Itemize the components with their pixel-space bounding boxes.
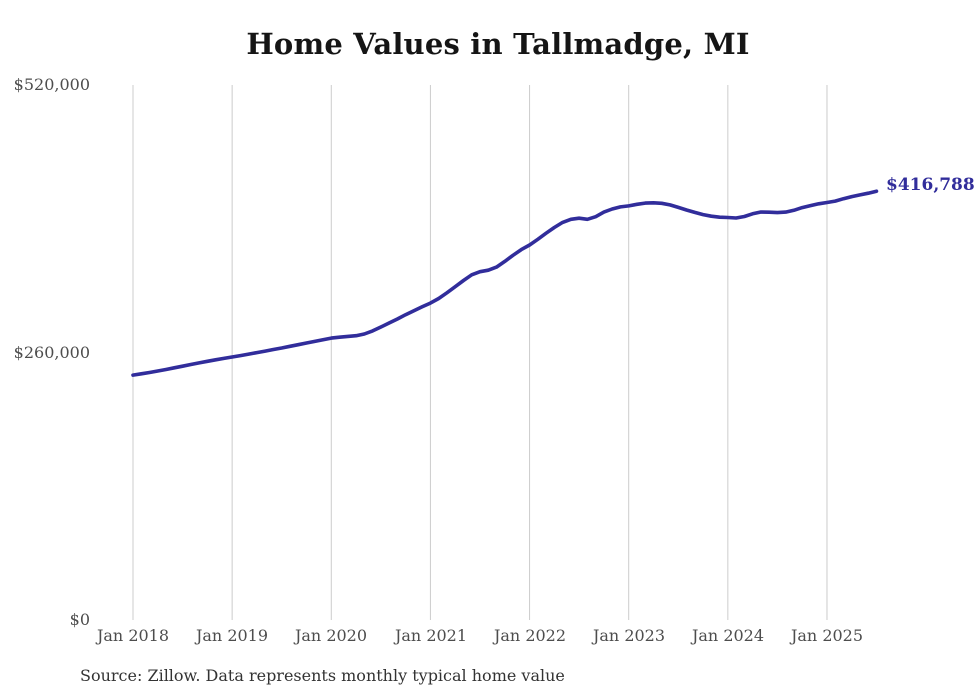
x-axis-tick-jan-2022: Jan 2022 [493, 626, 567, 645]
y-axis-tick-0: $0 [69, 610, 90, 629]
x-axis-tick-jan-2018: Jan 2018 [96, 626, 170, 645]
y-axis-tick-260000: $260,000 [13, 343, 90, 362]
latest-value-label: $416,788 [886, 175, 975, 195]
chart-title: Home Values in Tallmadge, MI [246, 27, 750, 61]
x-axis-tick-jan-2024: Jan 2024 [691, 626, 765, 645]
home-value-line [131, 189, 879, 377]
x-axis-tick-jan-2021: Jan 2021 [394, 626, 468, 645]
source-note: Source: Zillow. Data represents monthly … [80, 666, 565, 685]
x-axis-tick-jan-2020: Jan 2020 [294, 626, 368, 645]
x-axis-tick-jan-2023: Jan 2023 [592, 626, 666, 645]
y-axis-tick-520000: $520,000 [13, 75, 90, 94]
x-axis-tick-jan-2025: Jan 2025 [790, 626, 864, 645]
x-axis-tick-jan-2019: Jan 2019 [195, 626, 269, 645]
